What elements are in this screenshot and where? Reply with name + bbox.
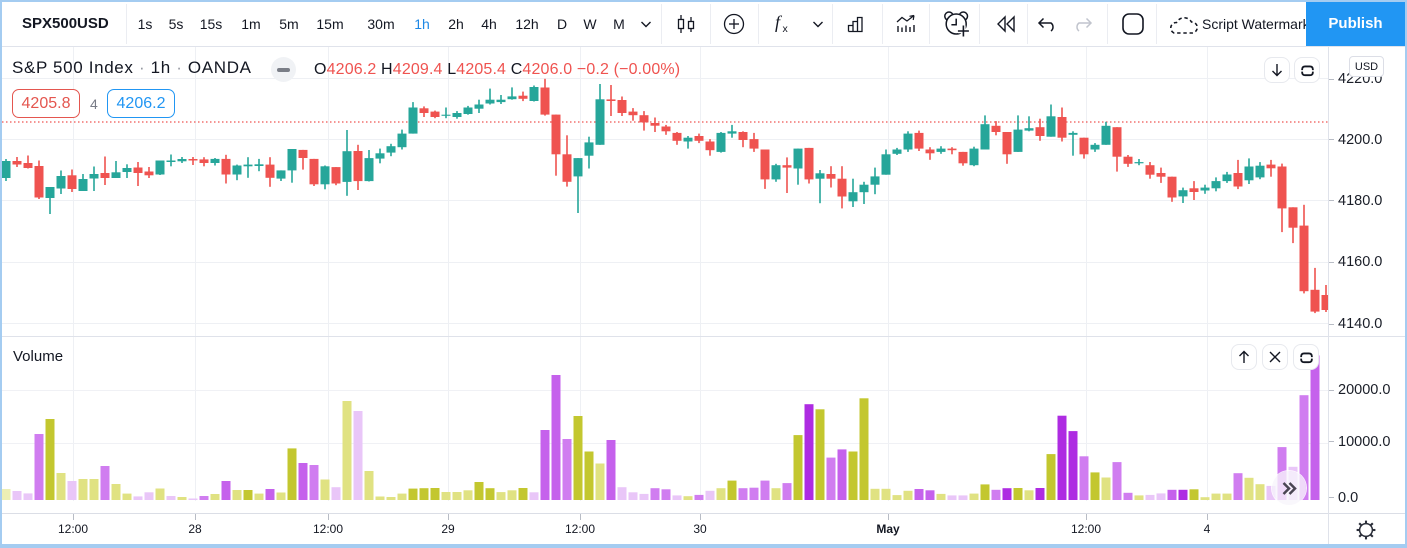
svg-text:x: x	[783, 23, 789, 35]
svg-text:f: f	[775, 12, 783, 32]
